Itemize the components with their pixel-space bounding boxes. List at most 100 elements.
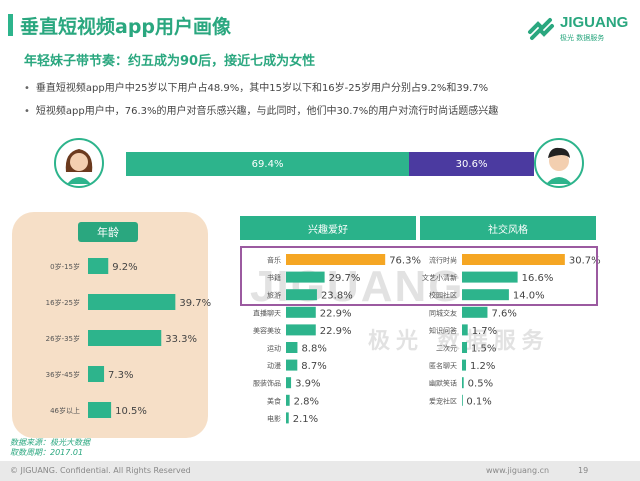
age-bar xyxy=(88,330,162,346)
social-value-label: 14.0% xyxy=(513,291,545,302)
social-bar xyxy=(462,342,468,353)
male-avatar-icon xyxy=(534,138,584,188)
female-avatar-icon xyxy=(54,138,104,188)
interest-category-label: 旅游 xyxy=(267,291,281,300)
social-bar xyxy=(462,377,464,389)
age-value-label: 9.2% xyxy=(112,262,137,273)
age-bar xyxy=(88,294,176,310)
interest-category-label: 服装饰品 xyxy=(253,379,281,388)
source-line-2: 取数周期：2017.01 xyxy=(10,448,84,457)
interest-value-label: 8.7% xyxy=(301,361,326,372)
age-category-label: 26岁-35岁 xyxy=(46,334,80,343)
page-subtitle: 年轻妹子带节奏：约五成为90后，接近七成为女性 xyxy=(24,54,316,69)
age-value-label: 39.7% xyxy=(179,298,211,309)
gender-female-label: 69.4% xyxy=(251,158,284,170)
age-bar xyxy=(88,402,112,418)
interest-category-label: 运动 xyxy=(267,344,281,353)
social-bar xyxy=(462,394,463,406)
interest-bar xyxy=(286,271,325,283)
interest-value-label: 22.9% xyxy=(320,308,352,319)
interest-value-label: 29.7% xyxy=(329,273,361,284)
social-value-label: 16.6% xyxy=(522,273,554,284)
age-value-label: 33.3% xyxy=(165,334,197,345)
social-value-label: 7.6% xyxy=(491,308,516,319)
logo-mark-icon xyxy=(528,18,554,40)
interest-value-label: 8.8% xyxy=(301,344,326,355)
social-category-label: 知识问答 xyxy=(429,326,457,335)
age-value-label: 7.3% xyxy=(108,370,133,381)
interest-bar xyxy=(286,324,316,336)
social-header: 社交风格 xyxy=(420,216,596,240)
interest-value-label: 2.8% xyxy=(294,396,319,407)
social-category-label: 二次元 xyxy=(436,344,457,353)
source-line-1: 数据来源：极光大数据 xyxy=(10,438,90,447)
interest-category-label: 音乐 xyxy=(267,256,281,265)
social-category-label: 幽默笑话 xyxy=(429,379,457,388)
age-category-label: 36岁-45岁 xyxy=(46,370,80,379)
footer-website[interactable]: www.jiguang.cn xyxy=(486,466,550,475)
social-category-label: 校园社区 xyxy=(429,291,457,300)
age-value-label: 10.5% xyxy=(115,406,147,417)
bullet-1: 垂直短视频app用户中25岁以下用户占48.9%，其中15岁以下和16岁-25岁… xyxy=(24,79,488,94)
interest-bar xyxy=(286,254,386,265)
social-value-label: 1.7% xyxy=(472,326,497,337)
watermark-text: JIGUANG xyxy=(250,262,465,311)
footer-copyright: © JIGUANG. Confidential. All Rights Rese… xyxy=(10,466,191,475)
interest-category-label: 美食 xyxy=(267,396,281,405)
age-panel: 年龄 xyxy=(12,212,208,438)
social-bar xyxy=(462,289,509,301)
interest-header: 兴趣爱好 xyxy=(240,216,416,240)
age-bar xyxy=(88,258,109,274)
logo-name: JIGUANG xyxy=(560,14,629,31)
social-bar xyxy=(462,359,467,371)
bullet-2: 短视频app用户中，76.3%的用户对音乐感兴趣，与此同时，他们中30.7%的用… xyxy=(24,102,498,117)
social-category-label: 爱宠社区 xyxy=(429,396,457,405)
interest-category-label: 直播聊天 xyxy=(253,308,281,317)
interest-value-label: 2.1% xyxy=(293,414,318,425)
interest-bar xyxy=(286,412,289,424)
footer-page-number: 19 xyxy=(578,466,589,475)
age-category-label: 0岁-15岁 xyxy=(50,262,80,271)
social-value-label: 1.5% xyxy=(471,344,496,355)
interest-value-label: 22.9% xyxy=(320,326,352,337)
social-category-label: 同城交友 xyxy=(429,308,457,317)
social-bar xyxy=(462,324,468,336)
age-category-label: 16岁-25岁 xyxy=(46,298,80,307)
age-category-label: 46岁以上 xyxy=(50,406,80,415)
interest-bar xyxy=(286,342,298,353)
interest-value-label: 23.8% xyxy=(321,291,353,302)
interest-value-label: 3.9% xyxy=(295,379,320,390)
interest-bar xyxy=(286,306,316,318)
interest-bar xyxy=(286,377,292,389)
social-value-label: 0.5% xyxy=(468,379,493,390)
footer: © JIGUANG. Confidential. All Rights Rese… xyxy=(0,461,640,481)
page-title: 垂直短视频app用户画像 xyxy=(20,16,232,38)
highlight-box xyxy=(240,246,598,306)
logo-sub: 极光 数据服务 xyxy=(560,34,605,42)
social-bar xyxy=(462,254,565,265)
social-bar xyxy=(462,271,518,283)
social-value-label: 0.1% xyxy=(466,396,491,407)
interest-bar xyxy=(286,289,317,301)
data-source: 数据来源：极光大数据 取数周期：2017.01 xyxy=(10,438,90,458)
interest-bar xyxy=(286,359,298,371)
age-bar xyxy=(88,366,105,382)
social-category-label: 流行时尚 xyxy=(429,256,457,265)
age-header: 年龄 xyxy=(78,222,138,242)
watermark-sub-text: 极光 数据服务 xyxy=(368,329,550,354)
social-category-label: 匿名聊天 xyxy=(429,361,457,370)
interest-category-label: 美容美妆 xyxy=(253,326,281,335)
interest-category-label: 动漫 xyxy=(267,361,281,370)
interest-bar xyxy=(286,394,290,406)
social-category-label: 文艺小清新 xyxy=(422,273,457,282)
social-bar xyxy=(462,306,488,318)
interest-category-label: 书籍 xyxy=(267,273,281,282)
gender-male-segment: 30.6% xyxy=(409,152,534,176)
gender-male-label: 30.6% xyxy=(455,158,488,170)
interest-value-label: 76.3% xyxy=(389,256,421,267)
interest-category-label: 电影 xyxy=(267,414,281,423)
title-accent-bar xyxy=(8,14,13,36)
jiguang-logo: JIGUANG 极光 数据服务 xyxy=(526,12,629,48)
social-value-label: 1.2% xyxy=(470,361,495,372)
